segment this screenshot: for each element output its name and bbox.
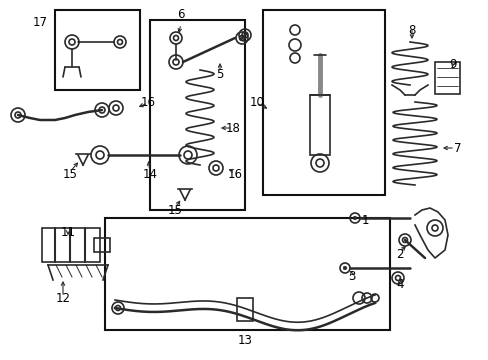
Bar bbox=[150, 20, 244, 210]
Text: 7: 7 bbox=[453, 141, 461, 154]
Bar bbox=[55, 10, 140, 90]
Text: 14: 14 bbox=[142, 168, 157, 181]
Bar bbox=[42, 228, 100, 262]
Text: 16: 16 bbox=[140, 96, 155, 109]
Text: 8: 8 bbox=[407, 23, 415, 36]
Text: 15: 15 bbox=[167, 203, 182, 216]
Bar bbox=[263, 10, 384, 195]
Bar bbox=[434, 62, 459, 94]
Circle shape bbox=[343, 266, 346, 270]
Text: 3: 3 bbox=[347, 270, 355, 284]
Circle shape bbox=[352, 216, 356, 220]
Text: 13: 13 bbox=[237, 333, 252, 346]
Bar bbox=[309, 95, 329, 155]
Text: 4: 4 bbox=[395, 279, 403, 292]
Text: 5: 5 bbox=[216, 68, 223, 81]
Text: 1: 1 bbox=[361, 213, 368, 226]
Text: 12: 12 bbox=[55, 292, 70, 305]
Bar bbox=[105, 218, 389, 330]
Bar bbox=[94, 238, 110, 252]
Bar bbox=[237, 298, 252, 321]
Text: 18: 18 bbox=[225, 122, 240, 135]
Text: 15: 15 bbox=[62, 168, 77, 181]
Text: 9: 9 bbox=[448, 58, 456, 72]
Text: 17: 17 bbox=[32, 15, 47, 28]
Text: 10: 10 bbox=[249, 96, 264, 109]
Text: 11: 11 bbox=[61, 225, 75, 238]
Text: 16: 16 bbox=[227, 168, 242, 181]
Text: 2: 2 bbox=[395, 248, 403, 261]
Text: 6: 6 bbox=[177, 8, 184, 21]
